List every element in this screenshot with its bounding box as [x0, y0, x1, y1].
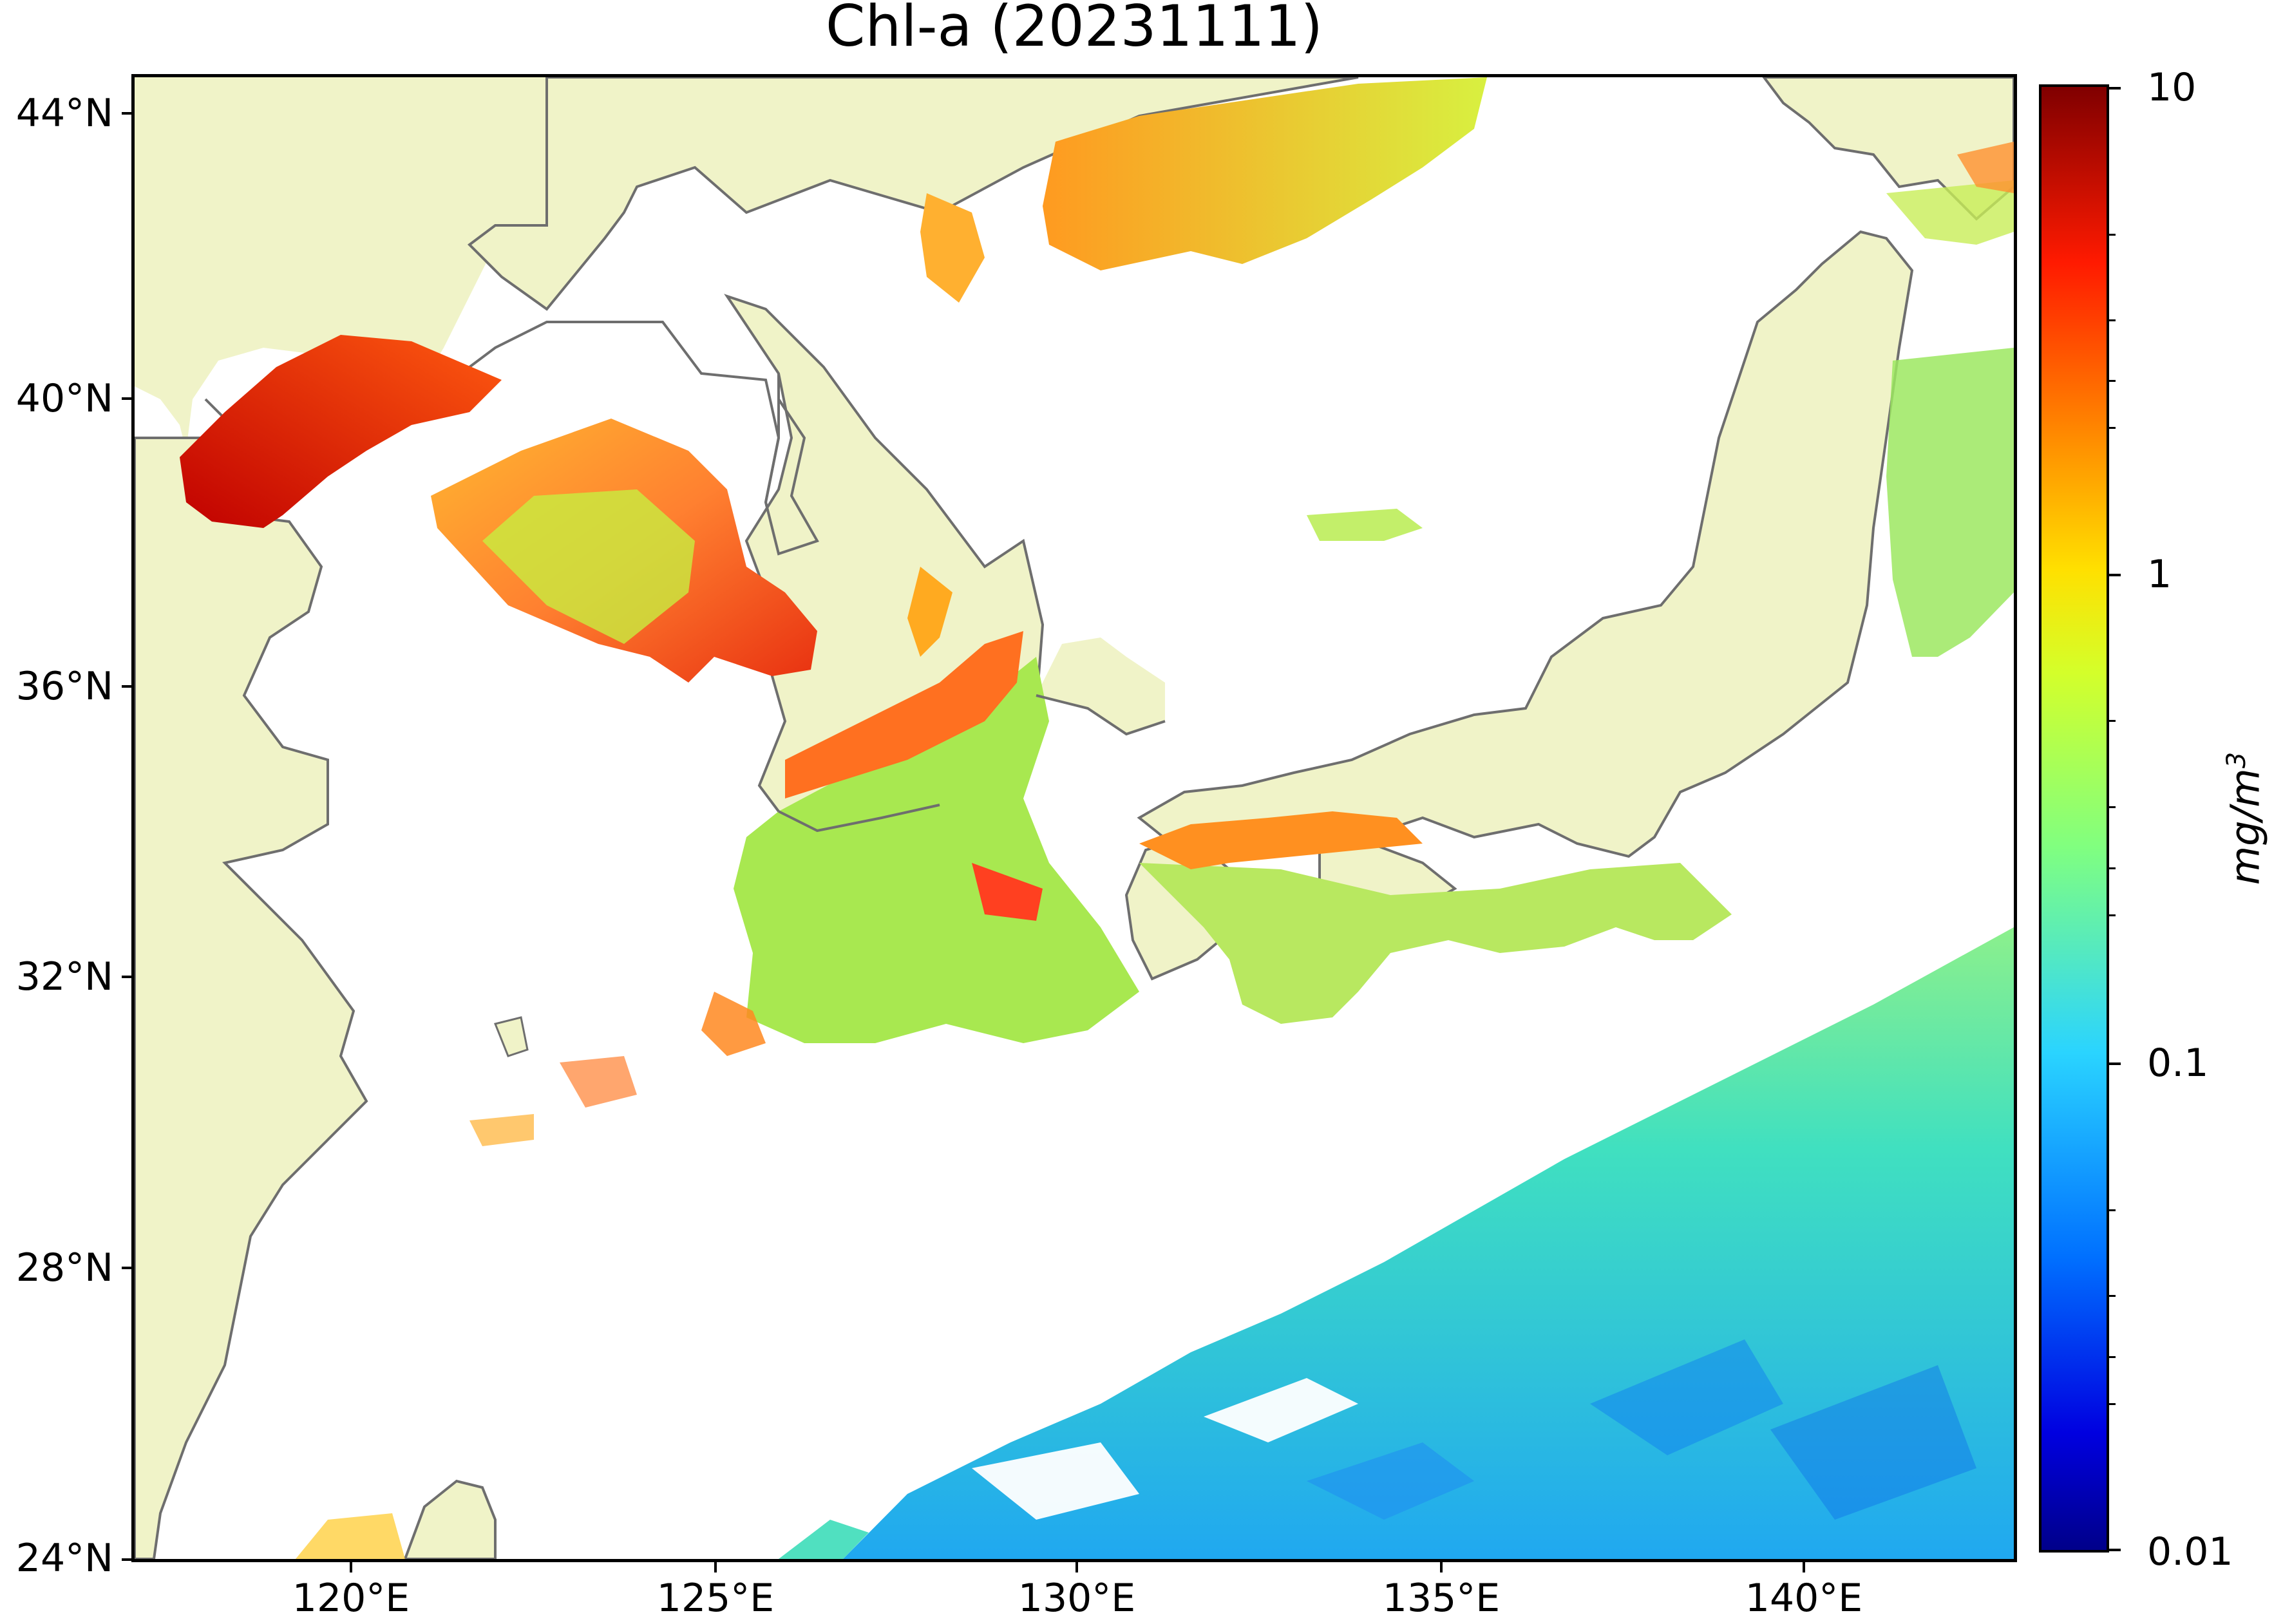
- lat-tick: [122, 976, 132, 978]
- lat-label: 40°N: [15, 376, 113, 421]
- lon-tick: [1803, 1562, 1805, 1572]
- colorbar-tick: [2109, 1062, 2121, 1065]
- colorbar-minor-tick: [2109, 720, 2116, 722]
- lon-label: 130°E: [1018, 1576, 1136, 1621]
- colorbar-minor-tick: [2109, 1295, 2116, 1297]
- lat-tick: [122, 685, 132, 688]
- chl-pacific-coast: [1886, 142, 2014, 657]
- map-frame: [131, 74, 2017, 1562]
- unit-superscript: 3: [2221, 751, 2251, 769]
- colorbar: [2039, 84, 2109, 1553]
- colorbar-minor-tick: [2109, 319, 2116, 321]
- map-canvas: [135, 77, 2014, 1559]
- colorbar-tick: [2109, 87, 2121, 90]
- colorbar-tick-label: 10: [2147, 65, 2197, 110]
- colorbar-minor-tick: [2109, 1209, 2116, 1211]
- lon-tick: [1440, 1562, 1443, 1572]
- colorbar-minor-tick: [2109, 806, 2116, 808]
- lon-label: 135°E: [1382, 1576, 1501, 1621]
- colorbar-tick-label: 0.1: [2147, 1041, 2209, 1086]
- chl-taiwan-coast: [296, 1056, 637, 1559]
- unit-text: mg/m: [2221, 768, 2269, 885]
- land-taiwan: [403, 1479, 497, 1559]
- colorbar-minor-tick: [2109, 1403, 2116, 1405]
- lon-tick: [1075, 1562, 1078, 1572]
- lat-label: 24°N: [15, 1536, 113, 1581]
- map-title: Chl-a (20231111): [826, 0, 1323, 59]
- colorbar-minor-tick: [2109, 1356, 2116, 1358]
- colorbar-minor-tick: [2109, 427, 2116, 429]
- lat-tick: [122, 1267, 132, 1269]
- lat-label: 36°N: [15, 664, 113, 709]
- colorbar-unit-label: mg/m3: [2222, 752, 2269, 885]
- chl-east-china-sea: [701, 631, 1732, 1056]
- lon-tick: [350, 1562, 352, 1572]
- colorbar-tick-label: 0.01: [2147, 1529, 2233, 1574]
- land-china: [135, 77, 819, 1559]
- colorbar-tick: [2109, 574, 2121, 576]
- lon-label: 120°E: [292, 1576, 410, 1621]
- chl-bohai-sea: [180, 335, 817, 683]
- lon-label: 140°E: [1745, 1576, 1863, 1621]
- colorbar-minor-tick: [2109, 867, 2116, 869]
- colorbar-minor-tick: [2109, 234, 2116, 236]
- colorbar-tick-label: 1: [2147, 552, 2172, 597]
- lat-tick: [122, 397, 132, 400]
- colorbar-minor-tick: [2109, 380, 2116, 382]
- lat-label: 44°N: [15, 91, 113, 136]
- lat-label: 32°N: [15, 954, 113, 999]
- lon-tick: [714, 1562, 717, 1572]
- lon-label: 125°E: [656, 1576, 775, 1621]
- chl-open-ocean-south: [779, 927, 2014, 1559]
- colorbar-minor-tick: [2109, 914, 2116, 916]
- chl-japan-sea: [907, 77, 1487, 657]
- lat-label: 28°N: [15, 1245, 113, 1290]
- coastline: [764, 395, 1166, 833]
- lat-tick: [122, 112, 132, 115]
- colorbar-tick: [2109, 1549, 2121, 1551]
- lat-tick: [122, 1558, 132, 1561]
